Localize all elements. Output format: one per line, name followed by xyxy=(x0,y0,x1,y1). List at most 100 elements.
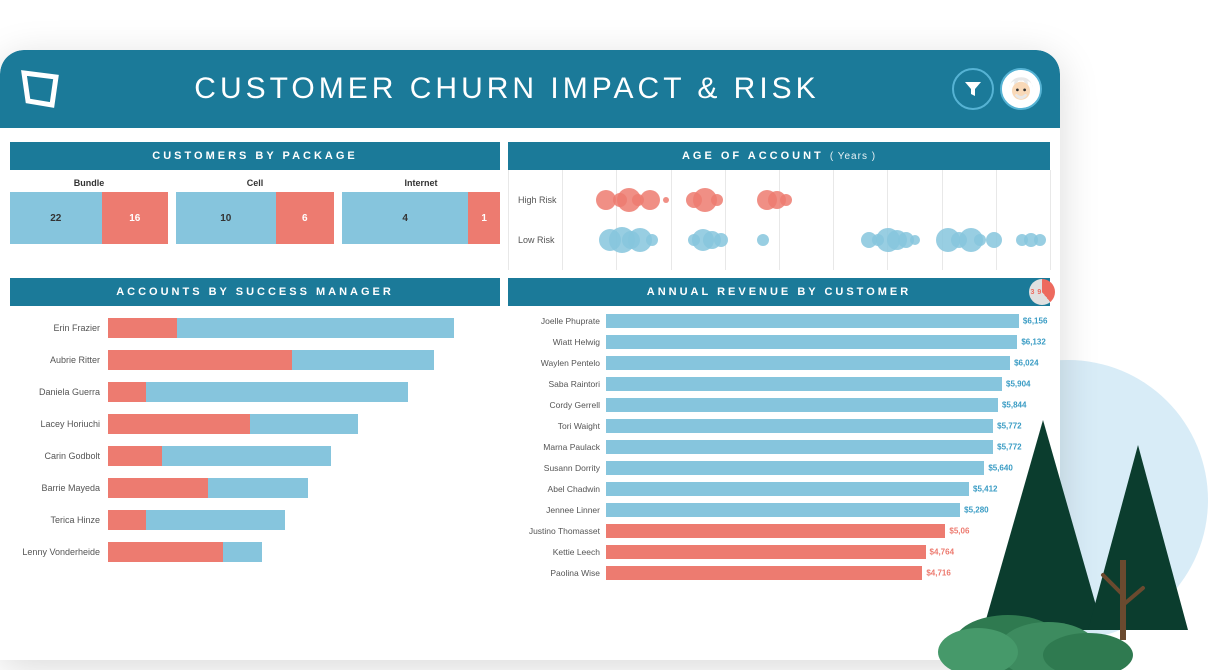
package-column: Internet41 xyxy=(342,174,500,244)
package-seg-high: 6 xyxy=(276,192,334,244)
revenue-name: Jennee Linner xyxy=(516,506,606,515)
scatter-point[interactable] xyxy=(780,194,792,206)
scatter-gridline xyxy=(508,170,509,270)
accounts-by-manager-panel: ACCOUNTS BY SUCCESS MANAGER Erin Frazier… xyxy=(10,278,500,585)
revenue-row: Saba Raintori $5,904 xyxy=(516,375,1042,393)
revenue-bar xyxy=(606,314,1019,328)
panel-title-revenue: ANNUAL REVENUE BY CUSTOMER 39% xyxy=(508,278,1050,306)
revenue-bar xyxy=(606,377,1002,391)
revenue-name: Susann Dorrity xyxy=(516,464,606,473)
manager-row: Lacey Horiuchi xyxy=(18,412,492,436)
manager-seg-high xyxy=(108,510,146,530)
scatter-point[interactable] xyxy=(910,235,920,245)
package-seg-low: 10 xyxy=(176,192,276,244)
scatter-point[interactable] xyxy=(714,233,728,247)
package-label: Internet xyxy=(342,174,500,192)
einstein-avatar-icon xyxy=(1002,68,1040,110)
revenue-bar-wrap[interactable]: $6,024 xyxy=(606,356,1042,370)
manager-name: Barrie Mayeda xyxy=(18,483,108,493)
panel-title-packages: CUSTOMERS BY PACKAGE xyxy=(10,142,500,170)
package-seg-low: 4 xyxy=(342,192,468,244)
package-bar[interactable]: 41 xyxy=(342,192,500,244)
package-seg-high: 1 xyxy=(468,192,500,244)
manager-name: Carin Godbolt xyxy=(18,451,108,461)
scatter-row-label: High Risk xyxy=(518,195,557,205)
manager-seg-high xyxy=(108,382,146,402)
manager-name: Aubrie Ritter xyxy=(18,355,108,365)
revenue-bar xyxy=(606,545,926,559)
manager-row: Daniela Guerra xyxy=(18,380,492,404)
scatter-point[interactable] xyxy=(640,190,660,210)
filter-button[interactable] xyxy=(952,68,994,110)
revenue-value: $6,156 xyxy=(1023,317,1047,326)
manager-bar[interactable] xyxy=(108,542,492,562)
scatter-gridline xyxy=(562,170,563,270)
revenue-name: Wiatt Helwig xyxy=(516,338,606,347)
scatter-point[interactable] xyxy=(646,234,658,246)
dashboard-title: CUSTOMER CHURN IMPACT & RISK xyxy=(62,72,952,106)
scatter-row: Low Risk xyxy=(578,220,1040,260)
manager-row: Erin Frazier xyxy=(18,316,492,340)
manager-name: Terica Hinze xyxy=(18,515,108,525)
manager-seg-low xyxy=(162,446,331,466)
manager-seg-high xyxy=(108,478,208,498)
panel-title-age: AGE OF ACCOUNT ( Years ) xyxy=(508,142,1050,170)
package-seg-high: 16 xyxy=(102,192,168,244)
manager-row: Carin Godbolt xyxy=(18,444,492,468)
manager-bar[interactable] xyxy=(108,478,492,498)
revenue-name: Justino Thomasset xyxy=(516,527,606,536)
panel-title-revenue-text: ANNUAL REVENUE BY CUSTOMER xyxy=(647,286,911,298)
manager-name: Erin Frazier xyxy=(18,323,108,333)
manager-bar[interactable] xyxy=(108,510,492,530)
revenue-name: Saba Raintori xyxy=(516,380,606,389)
package-bar[interactable]: 106 xyxy=(176,192,334,244)
revenue-bar xyxy=(606,566,922,580)
manager-seg-high xyxy=(108,446,162,466)
package-column: Cell106 xyxy=(176,174,334,244)
revenue-name: Cordy Gerrell xyxy=(516,401,606,410)
manager-bar[interactable] xyxy=(108,446,492,466)
manager-seg-low xyxy=(146,510,284,530)
revenue-value: $5,904 xyxy=(1006,380,1030,389)
revenue-bar-wrap[interactable]: $5,904 xyxy=(606,377,1042,391)
package-label: Bundle xyxy=(10,174,168,192)
scatter-point[interactable] xyxy=(986,232,1002,248)
manager-bar[interactable] xyxy=(108,318,492,338)
scatter-point[interactable] xyxy=(711,194,723,206)
manager-name: Lenny Vonderheide xyxy=(18,547,108,557)
package-label: Cell xyxy=(176,174,334,192)
panel-title-managers: ACCOUNTS BY SUCCESS MANAGER xyxy=(10,278,500,306)
manager-bar[interactable] xyxy=(108,382,492,402)
revenue-row: Wiatt Helwig$6,132 xyxy=(516,333,1042,351)
manager-row: Aubrie Ritter xyxy=(18,348,492,372)
revenue-row: Joelle Phuprate$6,156 xyxy=(516,312,1042,330)
manager-name: Daniela Guerra xyxy=(18,387,108,397)
revenue-name: Waylen Pentelo xyxy=(516,359,606,368)
revenue-bar-wrap[interactable]: $6,132 xyxy=(606,335,1042,349)
einstein-avatar-button[interactable] xyxy=(1000,68,1042,110)
revenue-name: Tori Waight xyxy=(516,422,606,431)
scatter-point[interactable] xyxy=(663,197,669,203)
scatter-point[interactable] xyxy=(1034,234,1046,246)
manager-row: Lenny Vonderheide xyxy=(18,540,492,564)
manager-seg-high xyxy=(108,542,223,562)
background-trees xyxy=(888,400,1208,670)
manager-row: Barrie Mayeda xyxy=(18,476,492,500)
scatter-point[interactable] xyxy=(757,234,769,246)
manager-seg-low xyxy=(250,414,358,434)
filter-icon xyxy=(963,79,983,99)
scatter-point[interactable] xyxy=(974,234,986,246)
manager-bar[interactable] xyxy=(108,350,492,370)
revenue-name: Marna Paulack xyxy=(516,443,606,452)
manager-seg-low xyxy=(146,382,407,402)
package-bar[interactable]: 2216 xyxy=(10,192,168,244)
panel-title-age-sub: ( Years ) xyxy=(830,151,876,162)
revenue-bar-wrap[interactable]: $6,156 xyxy=(606,314,1042,328)
manager-bar[interactable] xyxy=(108,414,492,434)
revenue-value: $6,024 xyxy=(1014,359,1038,368)
manager-seg-high xyxy=(108,318,177,338)
manager-seg-high xyxy=(108,414,250,434)
revenue-gauge[interactable]: 39% xyxy=(1030,280,1054,304)
revenue-bar xyxy=(606,356,1010,370)
revenue-name: Kettie Leech xyxy=(516,548,606,557)
